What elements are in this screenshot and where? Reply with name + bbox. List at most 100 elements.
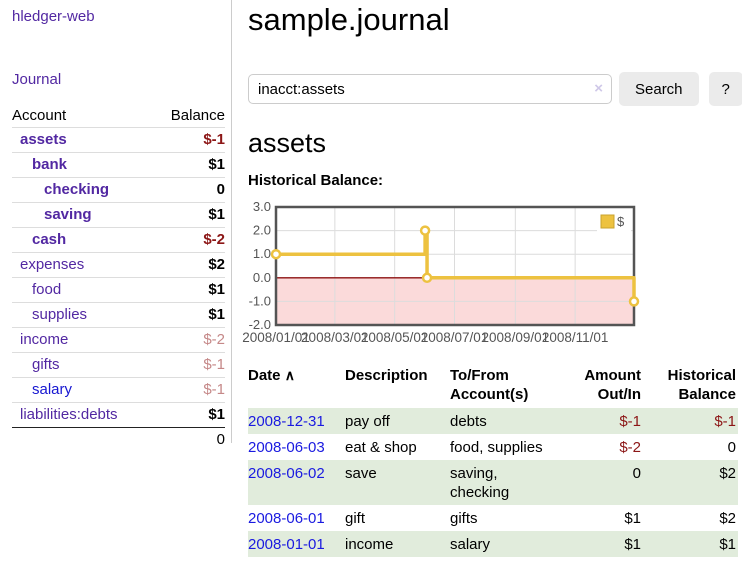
account-link[interactable]: bank [32,156,68,173]
transaction-description: pay off [345,408,450,434]
svg-text:$: $ [617,214,625,229]
svg-text:2008/09/01: 2008/09/01 [482,330,550,345]
transaction-date-link[interactable]: 2008-06-02 [248,465,325,482]
account-balance: $-1 [203,381,225,398]
account-row: bank $1 [12,152,225,178]
accounts-total-row: 0 [12,427,225,452]
account-row: liabilities:debts $1 [12,402,225,428]
transaction-date-link[interactable]: 2008-06-01 [248,510,325,527]
account-balance: $-2 [203,331,225,348]
register-row: 2008-06-02 save saving, checking 0 $2 [248,460,738,505]
transaction-date-link[interactable]: 2008-01-01 [248,536,325,553]
transaction-date-cell: 2008-06-01 [248,505,345,531]
account-row: gifts $-1 [12,352,225,378]
transaction-amount: 0 [568,460,643,505]
transaction-accounts: saving, checking [450,460,568,505]
transaction-amount: $1 [568,531,643,557]
register-row: 2008-06-01 gift gifts $1 $2 [248,505,738,531]
transaction-amount: $1 [624,510,641,527]
account-balance: $-1 [203,131,225,148]
account-link[interactable]: salary [32,381,73,398]
search-input[interactable] [248,74,612,104]
account-balance: $1 [208,306,225,323]
chart-title: Historical Balance: [248,172,384,189]
balance-chart: $3.0 2.0 1.0 0.0 -1.0 -2.02008/01/012008/03/0… [242,199,640,345]
account-row: food $1 [12,277,225,303]
search-button[interactable]: Search [619,72,699,106]
app-title-link[interactable]: hledger-web [12,8,95,25]
transaction-description: income [345,531,450,557]
transaction-description: eat & shop [345,439,417,456]
transaction-accounts: debts [450,408,568,434]
clear-search-icon[interactable]: × [594,80,603,97]
page-title: sample.journal [248,2,450,37]
account-link[interactable]: checking [44,181,110,198]
account-link[interactable]: supplies [32,306,88,323]
account-balance: $1 [208,156,225,173]
svg-text:-1.0: -1.0 [249,293,271,308]
transaction-date-cell: 2008-12-31 [248,408,345,434]
main-content: sample.journal × Search ? assets Histori… [242,0,742,557]
account-row: assets $-1 [12,127,225,153]
account-link[interactable]: liabilities:debts [20,406,118,423]
svg-text:1.0: 1.0 [253,246,271,261]
register-header-date[interactable]: Date ∧ [248,367,295,384]
transaction-date-link[interactable]: 2008-06-03 [248,439,325,456]
account-link[interactable]: income [20,331,69,348]
register-header-accounts: To/From Account(s) [450,367,529,403]
account-balance: 0 [216,181,225,198]
svg-text:2008/03/01: 2008/03/01 [301,330,369,345]
account-link[interactable]: food [32,281,62,298]
account-link[interactable]: assets [20,131,67,148]
svg-text:0.0: 0.0 [253,270,271,285]
account-balance: $1 [208,281,225,298]
svg-text:2008/11/01: 2008/11/01 [542,330,609,345]
account-balance: $2 [208,256,225,273]
transaction-accounts: salary [450,531,568,557]
svg-text:2008/05/01: 2008/05/01 [361,330,429,345]
register-table: Date ∧ Description To/From Account(s) Am… [248,364,738,557]
account-row: saving $1 [12,202,225,228]
accounts-table: Account Balance assets $-1 bank $1 checking 0… [12,104,225,452]
transaction-date-cell: 2008-06-03 [248,434,345,460]
transaction-date-cell: 2008-06-02 [248,460,345,505]
transaction-balance: $2 [643,460,738,505]
accounts-header-account: Account [12,107,67,124]
account-link[interactable]: saving [44,206,92,223]
svg-text:2008/01/01: 2008/01/01 [242,330,310,345]
account-link[interactable]: cash [32,231,67,248]
account-row: salary $-1 [12,377,225,403]
svg-text:-2.0: -2.0 [249,317,271,332]
account-link[interactable]: gifts [32,356,60,373]
sidebar-item-journal[interactable]: Journal [12,71,62,88]
transaction-date-cell: 2008-01-01 [248,531,345,557]
register-table-body: 2008-12-31 pay off debts $-1 $-1 2008-06-03 ea… [248,408,738,557]
transaction-date-link[interactable]: 2008-12-31 [248,413,325,430]
transaction-accounts: gifts [450,510,478,527]
svg-text:2008/07/01: 2008/07/01 [421,330,489,345]
transaction-amount: $-1 [568,408,643,434]
transaction-amount: $-2 [619,439,641,456]
account-balance: $-2 [203,231,225,248]
transaction-balance: $-1 [643,408,738,434]
account-balance: $-1 [203,356,225,373]
register-row: 2008-12-31 pay off debts $-1 $-1 [248,408,738,434]
sort-ascending-icon: ∧ [284,367,295,383]
account-link[interactable]: expenses [20,256,85,273]
transaction-balance: $2 [719,510,736,527]
register-row: 2008-06-03 eat & shop food, supplies $-2 0 [248,434,738,460]
search-help-button[interactable]: ? [708,72,742,106]
sidebar-divider [231,0,232,443]
accounts-table-body: assets $-1 bank $1 checking 0 saving $1 cash $-2 e… [12,127,225,452]
transaction-balance: 0 [727,439,736,456]
svg-text:3.0: 3.0 [253,199,271,214]
accounts-header-balance: Balance [170,107,225,124]
account-row: cash $-2 [12,227,225,253]
account-row: supplies $1 [12,302,225,328]
register-header-amount: Amount Out/In [584,367,641,403]
sidebar: hledger-web Journal Account Balance asse… [0,0,231,452]
account-row: income $-2 [12,327,225,353]
transaction-balance: $1 [643,531,738,557]
transaction-accounts: food, supplies [450,439,543,456]
search-form: × Search ? [248,72,742,106]
